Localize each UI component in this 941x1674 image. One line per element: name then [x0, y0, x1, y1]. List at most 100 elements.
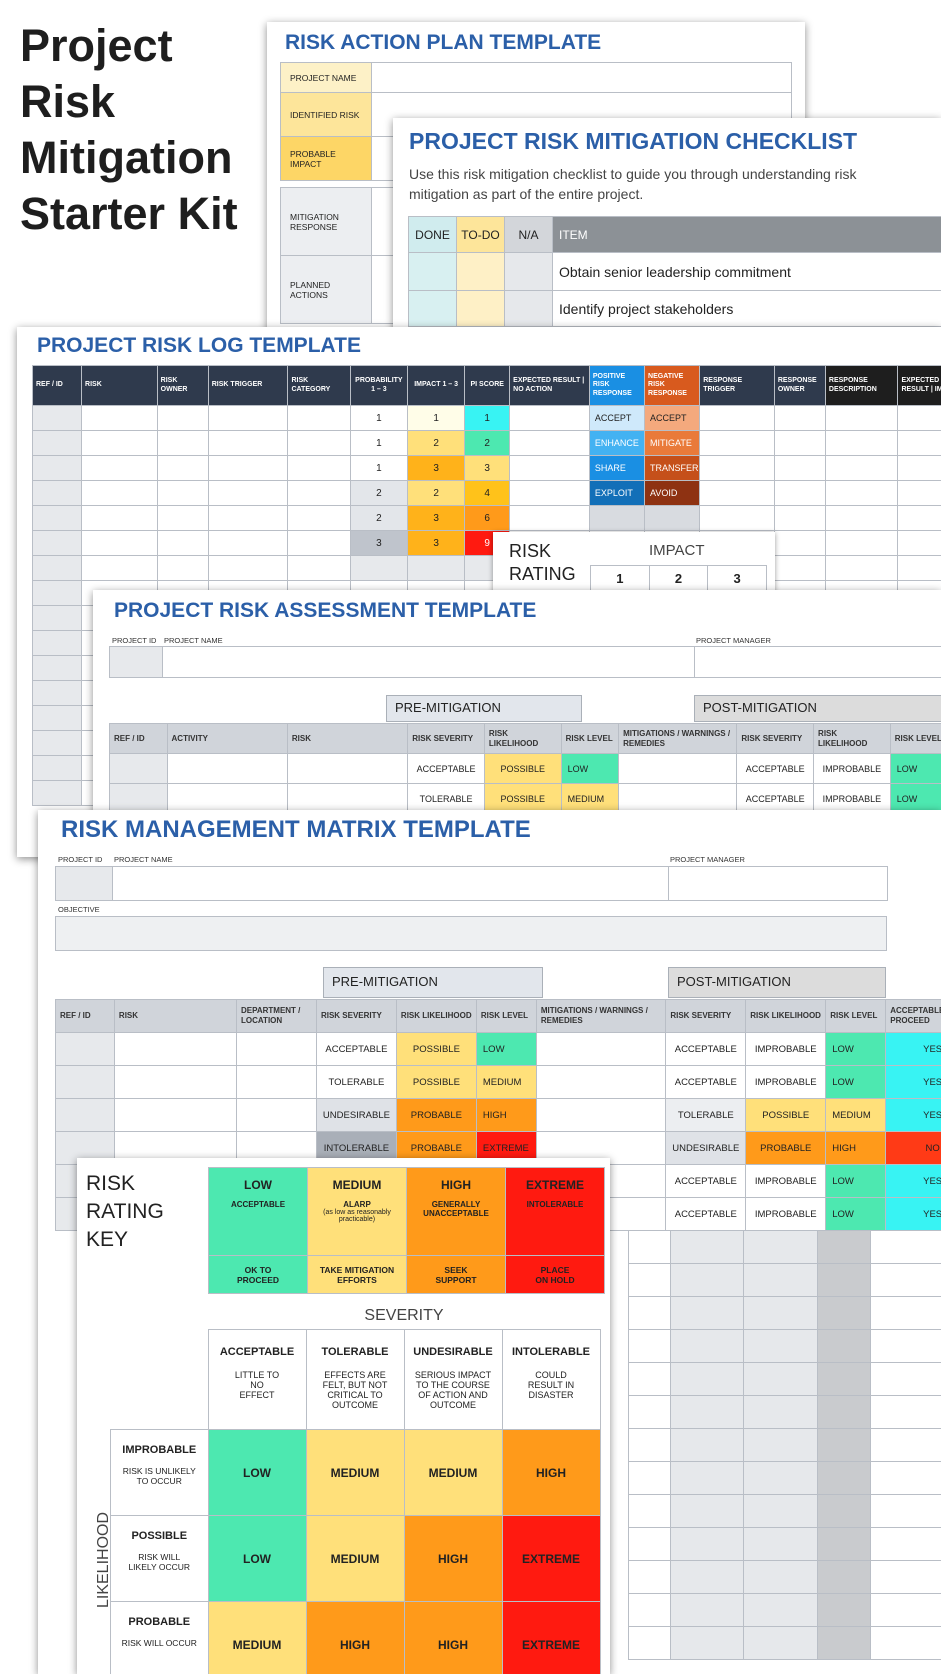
severity-name: ACCEPTABLE: [219, 1346, 295, 1358]
rating-card-label: RISK RATING: [509, 541, 576, 584]
checklist-todo-cell[interactable]: [456, 290, 505, 327]
matrix-cell: HIGH: [305, 1601, 405, 1674]
level-desc: INTOLERABLE: [526, 1200, 584, 1209]
level-action: TAKE MITIGATION EFFORTS: [307, 1255, 407, 1294]
post-level-cell: HIGH: [825, 1131, 887, 1165]
level-desc: GENERALLY UNACCEPTABLE: [423, 1200, 489, 1218]
post-level-cell: LOW: [825, 1065, 887, 1099]
checklist-na-cell[interactable]: [504, 290, 553, 327]
col-response-trigger: RESPONSE TRIGGER: [699, 365, 775, 406]
col-response-description: RESPONSE DESCRIPTION: [824, 365, 899, 406]
level-extreme: EXTREME INTOLERABLE: [505, 1167, 605, 1256]
severity-name: INTOLERABLE: [511, 1346, 591, 1358]
table-row: 2 2 4 EXPLOIT AVOID: [31, 480, 941, 506]
rating-card-impact: IMPACT: [649, 542, 705, 559]
col-ref-id: REF / ID: [31, 365, 83, 406]
level-high: HIGH GENERALLY UNACCEPTABLE: [406, 1167, 506, 1256]
severity-desc: SERIOUS IMPACT TO THE COURSE OF ACTION A…: [414, 1370, 492, 1410]
proceed-cell: YES: [885, 1164, 941, 1198]
level-low: LOW ACCEPTABLE: [208, 1167, 308, 1256]
post-severity-cell: ACCEPTABLE: [665, 1032, 747, 1066]
post-likelihood-cell: PROBABLE: [745, 1131, 827, 1165]
checklist-header-todo: TO-DO: [456, 216, 505, 253]
matrix-table: REF / ID RISK DEPARTMENT / LOCATION RISK…: [55, 999, 941, 1231]
level-desc: ALARP: [343, 1200, 371, 1209]
positive-response-cell: ACCEPT: [588, 405, 646, 431]
checklist-na-cell[interactable]: [504, 252, 553, 291]
table-row: 1 1 1 ACCEPT ACCEPT: [31, 405, 941, 431]
post-severity-cell: ACCEPTABLE: [736, 783, 815, 814]
project-id-field[interactable]: [109, 646, 163, 678]
post-level-cell: LOW: [825, 1197, 887, 1231]
key-title-line: KEY: [86, 1228, 129, 1251]
matrix-cell: LOW: [207, 1429, 307, 1516]
severity-col: TOLERABLE EFFECTS ARE FELT, BUT NOT CRIT…: [305, 1329, 405, 1430]
positive-response-cell: EXPLOIT: [588, 480, 646, 506]
severity-desc: EFFECTS ARE FELT, BUT NOT CRITICAL TO OU…: [322, 1370, 388, 1410]
col-pi-score: PI SCORE: [464, 365, 511, 406]
severity-col: UNDESIRABLE SERIOUS IMPACT TO THE COURSE…: [403, 1329, 503, 1430]
project-id-field[interactable]: [55, 866, 113, 901]
risk-assessment-sheet: PROJECT RISK ASSESSMENT TEMPLATE PROJECT…: [93, 590, 941, 820]
table-row: 3 3 9: [31, 530, 941, 556]
col-risk-severity: RISK SEVERITY: [315, 999, 397, 1033]
project-manager-label: PROJECT MANAGER: [696, 636, 771, 645]
matrix-cell: HIGH: [403, 1515, 503, 1602]
likelihood-cell: POSSIBLE: [395, 1065, 477, 1099]
proceed-cell: YES: [885, 1098, 941, 1132]
post-likelihood-cell: IMPROBABLE: [745, 1197, 827, 1231]
checklist-done-cell[interactable]: [408, 252, 457, 291]
project-name-field[interactable]: [162, 646, 695, 678]
level-name: HIGH: [441, 1178, 471, 1192]
action-plan-field[interactable]: [371, 62, 792, 93]
rating-key-table: LOW ACCEPTABLE MEDIUM ALARP (as low as r…: [208, 1167, 605, 1294]
project-name-field[interactable]: [112, 866, 669, 901]
checklist-header-na: N/A: [504, 216, 553, 253]
kit-title-line: Starter Kit: [20, 188, 238, 239]
probability-cell: 1: [349, 405, 409, 431]
likelihood-desc: RISK IS UNLIKELY TO OCCUR: [122, 1466, 196, 1486]
likelihood-name: PROBABLE: [128, 1616, 191, 1628]
table-row: TOLERABLE POSSIBLE MEDIUM ACCEPTABLE IMP…: [109, 783, 941, 814]
matrix-cell: MEDIUM: [403, 1429, 503, 1516]
level-name: MEDIUM: [332, 1178, 382, 1192]
pre-mitigation-header: PRE-MITIGATION: [323, 967, 543, 998]
objective-field[interactable]: [55, 916, 887, 951]
pre-mitigation-header: PRE-MITIGATION: [386, 695, 582, 722]
col-risk-level: RISK LEVEL: [560, 723, 620, 754]
col-department: DEPARTMENT / LOCATION: [235, 999, 317, 1033]
checklist-item: Obtain senior leadership commitment: [552, 252, 941, 291]
severity-name: UNDESIRABLE: [413, 1346, 493, 1358]
risk-log-title: PROJECT RISK LOG TEMPLATE: [37, 334, 361, 357]
checklist-item: Identify project stakeholders: [552, 290, 941, 327]
checklist-todo-cell[interactable]: [456, 252, 505, 291]
post-level-cell: LOW: [889, 753, 941, 784]
project-manager-field[interactable]: [668, 866, 888, 901]
post-severity-cell: ACCEPTABLE: [665, 1065, 747, 1099]
checklist-table: DONE TO-DO N/A ITEM Obtain senior leader…: [408, 216, 941, 327]
post-likelihood-cell: IMPROBABLE: [813, 783, 891, 814]
col-expected-result: EXPECTED RESULT | NO ACTION: [509, 365, 590, 406]
pi-score-cell: 3: [464, 455, 511, 481]
checklist-done-cell[interactable]: [408, 290, 457, 327]
post-likelihood-cell: IMPROBABLE: [745, 1032, 827, 1066]
severity-matrix: ACCEPTABLE LITTLE TO NO EFFECT TOLERABLE…: [110, 1329, 601, 1674]
severity-cell: ACCEPTABLE: [315, 1032, 397, 1066]
project-manager-field[interactable]: [694, 646, 941, 678]
level-medium: MEDIUM ALARP (as low as reasonably pract…: [307, 1167, 407, 1256]
project-manager-label: PROJECT MANAGER: [670, 855, 745, 864]
col-post-likelihood: RISK LIKELIHOOD: [813, 723, 891, 754]
col-risk: RISK: [286, 723, 409, 754]
proceed-cell: NO: [885, 1131, 941, 1165]
table-row: ACCEPTABLE POSSIBLE LOW ACCEPTABLE IMPRO…: [55, 1032, 941, 1066]
checklist-title: PROJECT RISK MITIGATION CHECKLIST: [409, 128, 858, 154]
post-likelihood-cell: IMPROBABLE: [813, 753, 891, 784]
level-cell: LOW: [475, 1032, 537, 1066]
level-action: SEEK SUPPORT: [406, 1255, 506, 1294]
risk-rating-key-sheet: RISK RATING KEY LOW ACCEPTABLE MEDIUM AL…: [77, 1158, 610, 1674]
severity-desc: LITTLE TO NO EFFECT: [234, 1370, 280, 1400]
col-risk-severity: RISK SEVERITY: [407, 723, 485, 754]
likelihood-desc: RISK WILL LIKELY OCCUR: [128, 1552, 191, 1572]
col-risk-level: RISK LEVEL: [475, 999, 537, 1033]
action-plan-label: PLANNED ACTIONS: [280, 255, 372, 324]
